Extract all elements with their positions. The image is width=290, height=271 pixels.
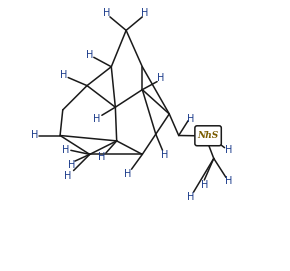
Text: H: H (186, 192, 194, 202)
Text: H: H (98, 152, 106, 162)
Text: H: H (157, 73, 164, 83)
FancyBboxPatch shape (195, 126, 221, 146)
Text: H: H (68, 160, 75, 170)
Text: H: H (161, 150, 168, 160)
Text: H: H (186, 114, 194, 124)
Text: H: H (103, 8, 110, 18)
Text: H: H (31, 131, 38, 140)
Text: H: H (93, 114, 101, 124)
Text: H: H (64, 171, 71, 181)
Text: H: H (225, 176, 233, 186)
Text: H: H (124, 169, 131, 179)
Text: H: H (201, 180, 208, 190)
Text: H: H (62, 145, 69, 155)
Text: H: H (141, 8, 149, 18)
Text: H: H (225, 145, 232, 155)
Text: NhS: NhS (197, 131, 219, 140)
Text: H: H (86, 50, 93, 60)
Text: H: H (60, 70, 67, 80)
